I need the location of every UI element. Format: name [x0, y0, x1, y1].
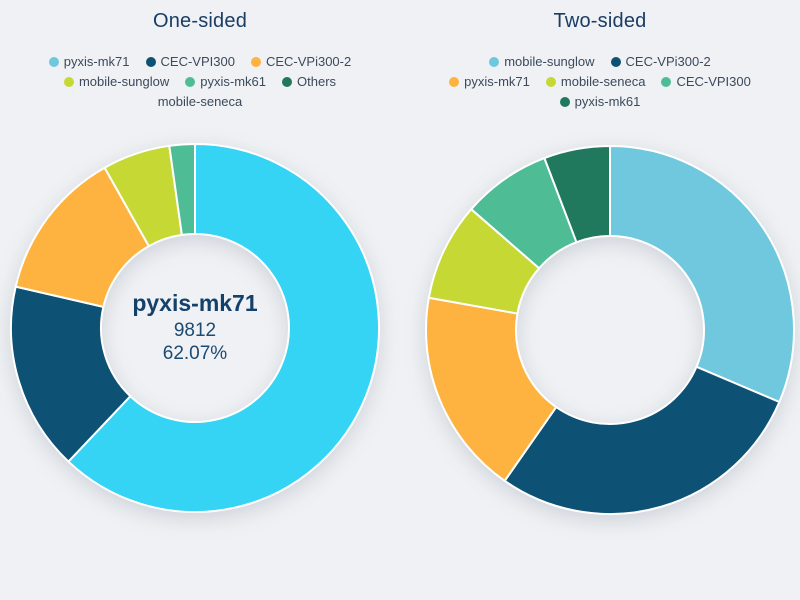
legend-marker-icon [661, 76, 672, 87]
legend-item-label: pyxis-mk61 [200, 74, 267, 89]
legend-marker-icon [545, 76, 556, 87]
donut-slice-CEC-VPi300-2[interactable] [503, 365, 781, 515]
legend-marker-icon [449, 76, 460, 87]
chart-title: Two-sided [553, 10, 647, 32]
chart-one-sided: One-sided pyxis-mk71 CEC-VPI300 CEC-VPi300… [0, 10, 400, 513]
donut-slice-pyxis-mk61[interactable] [168, 143, 196, 236]
legend-item-label: pyxis-mk61 [574, 94, 641, 109]
donut-chart [10, 143, 380, 513]
legend-item-label: mobile-sunglow [504, 54, 595, 69]
legend-item-label: pyxis-mk71 [464, 74, 530, 89]
legend-row: mobile-seneca [158, 94, 243, 109]
donut-chart [425, 145, 795, 515]
legend-item-CEC-VPI300[interactable]: CEC-VPI300 [145, 54, 235, 69]
legend-marker-icon [63, 76, 74, 87]
chart-two-sided: Two-sided mobile-sunglow CEC-VPi300-2 pyxi… [400, 0, 800, 600]
legend-item-pyxis-mk61[interactable]: pyxis-mk61 [559, 94, 641, 109]
legend-item-label: CEC-VPi300-2 [625, 54, 711, 69]
legend: pyxis-mk71 CEC-VPI300 CEC-VPi300-2 mobile-s… [0, 54, 400, 109]
donut-slice-pyxis-mk71[interactable] [425, 296, 558, 482]
legend: mobile-sunglow CEC-VPi300-2 pyxis-mk71 mobi… [400, 54, 800, 109]
legend-marker-icon [610, 56, 621, 67]
legend-marker-icon [559, 96, 570, 107]
legend-item-label: mobile-seneca [157, 94, 243, 109]
legend-item-CEC-VPI300[interactable]: CEC-VPI300 [661, 74, 751, 89]
legend-item-label: mobile-seneca [560, 74, 646, 89]
legend-item-label: mobile-sunglow [78, 74, 170, 89]
legend-item-CEC-VPi300-2[interactable]: CEC-VPi300-2 [610, 54, 711, 69]
donut-slice-pyxis-mk71[interactable] [67, 143, 380, 513]
chart-title: One-sided [152, 10, 248, 32]
legend-item-mobile-sunglow[interactable]: mobile-sunglow [63, 74, 170, 89]
legend-item-label: CEC-VPI300 [676, 74, 751, 89]
donut-slice-pyxis-mk61[interactable] [543, 145, 611, 244]
legend-item-label: CEC-VPI300 [160, 54, 235, 69]
legend-item-mobile-seneca[interactable]: mobile-seneca [158, 94, 243, 109]
legend-item-pyxis-mk61[interactable]: pyxis-mk61 [185, 74, 266, 89]
legend-marker-icon [282, 76, 293, 87]
legend-marker-icon [185, 76, 196, 87]
legend-item-pyxis-mk71[interactable]: pyxis-mk71 [449, 74, 530, 89]
legend-row: pyxis-mk71 CEC-VPI300 CEC-VPi300-2 [48, 54, 352, 69]
legend-item-label: CEC-VPi300-2 [265, 54, 352, 69]
legend-row: mobile-sunglow pyxis-mk61 Others [63, 74, 336, 89]
legend-item-label: Others [297, 74, 337, 89]
legend-item-mobile-seneca[interactable]: mobile-seneca [545, 74, 646, 89]
legend-item-CEC-VPi300-2[interactable]: CEC-VPi300-2 [250, 54, 352, 69]
legend-marker-icon [250, 56, 261, 67]
legend-item-pyxis-mk71[interactable]: pyxis-mk71 [48, 54, 130, 69]
donut-slice-mobile-sunglow[interactable] [609, 145, 795, 404]
legend-marker-icon [48, 56, 59, 67]
legend-marker-icon [489, 56, 500, 67]
legend-item-mobile-sunglow[interactable]: mobile-sunglow [489, 54, 595, 69]
legend-row: pyxis-mk71 mobile-seneca CEC-VPI300 [449, 74, 751, 89]
legend-item-label: pyxis-mk71 [63, 54, 130, 69]
legend-item-Others[interactable]: Others [282, 74, 336, 89]
legend-row: mobile-sunglow CEC-VPi300-2 [489, 54, 711, 69]
legend-row: pyxis-mk61 [559, 94, 641, 109]
legend-marker-icon [145, 56, 156, 67]
